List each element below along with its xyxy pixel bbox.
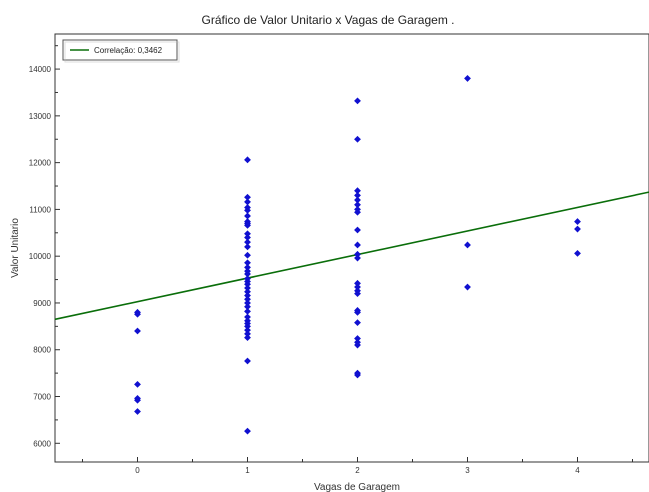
data-point [354, 97, 361, 105]
data-point [244, 427, 251, 435]
data-point [244, 322, 251, 330]
data-point [354, 279, 361, 287]
trend-line [54, 191, 649, 321]
y-axis-label: Valor Unitario [10, 218, 21, 278]
data-point [134, 396, 141, 404]
data-point [354, 308, 361, 316]
data-point [354, 319, 361, 327]
data-point [244, 284, 251, 292]
data-point [354, 371, 361, 379]
data-point [244, 206, 251, 214]
legend-shadow [64, 41, 180, 63]
y-tick-label: 10000 [29, 252, 52, 261]
data-point [244, 303, 251, 311]
data-point [354, 283, 361, 291]
data-point [354, 226, 361, 234]
data-point [354, 254, 361, 262]
data-point [244, 251, 251, 259]
legend-label: Correlação: 0,3462 [94, 46, 163, 55]
data-point [244, 288, 251, 296]
x-tick-label: 1 [245, 466, 250, 475]
x-axis: 0 1 2 3 4 [82, 457, 633, 475]
y-tick-label: 8000 [33, 346, 51, 355]
data-point [134, 380, 141, 388]
data-point [354, 241, 361, 249]
data-point [244, 212, 251, 220]
chart-title: Gráfico de Valor Unitario x Vagas de Gar… [201, 13, 454, 27]
data-point [244, 292, 251, 299]
data-point [354, 196, 361, 204]
data-points [134, 75, 581, 435]
x-tick-label: 2 [355, 466, 360, 475]
data-point [244, 221, 251, 229]
data-point [244, 357, 251, 365]
data-point [464, 241, 471, 249]
data-point [244, 234, 251, 241]
data-point [464, 283, 471, 291]
y-axis: 6000 7000 8000 9000 10000 11000 12000 13000 1400… [29, 45, 60, 448]
y-tick-label: 6000 [33, 439, 51, 448]
legend: Correlação: 0,3462 [62, 39, 180, 63]
data-point [134, 327, 141, 335]
data-point [244, 198, 251, 206]
x-tick-label: 0 [135, 466, 140, 475]
data-point [244, 326, 251, 334]
y-tick-label: 13000 [29, 112, 52, 121]
data-point [244, 193, 251, 201]
data-point [464, 75, 471, 82]
data-point [354, 191, 361, 199]
data-point [244, 156, 251, 164]
data-point [244, 299, 251, 307]
data-point [244, 243, 251, 251]
y-tick-label: 7000 [33, 393, 51, 402]
data-point [244, 280, 251, 288]
data-point [244, 230, 251, 238]
data-point [244, 330, 251, 338]
data-point [574, 225, 581, 233]
data-point [244, 334, 251, 341]
y-tick-label: 11000 [29, 205, 51, 214]
data-point [244, 313, 251, 321]
x-tick-label: 4 [575, 466, 580, 475]
legend-box [62, 39, 178, 61]
data-point [244, 295, 251, 303]
data-point [574, 249, 581, 257]
data-point [354, 341, 361, 349]
data-point [134, 408, 141, 415]
x-tick-label: 3 [465, 466, 470, 475]
data-point [244, 264, 251, 271]
data-point [134, 310, 141, 318]
data-point [244, 238, 251, 246]
plot-area [54, 33, 649, 463]
data-point [244, 259, 251, 267]
data-point [354, 187, 361, 195]
data-point [354, 201, 361, 209]
data-point [574, 218, 581, 225]
data-point [354, 290, 361, 298]
data-point [354, 208, 361, 216]
y-tick-label: 14000 [29, 65, 52, 74]
data-point [244, 307, 251, 315]
y-tick-label: 12000 [29, 159, 52, 168]
y-tick-label: 9000 [33, 299, 51, 308]
data-point [354, 250, 361, 258]
x-axis-label: Vagas de Garagem [314, 482, 400, 492]
data-point [354, 335, 361, 342]
data-point [244, 270, 251, 278]
data-point [354, 135, 361, 143]
